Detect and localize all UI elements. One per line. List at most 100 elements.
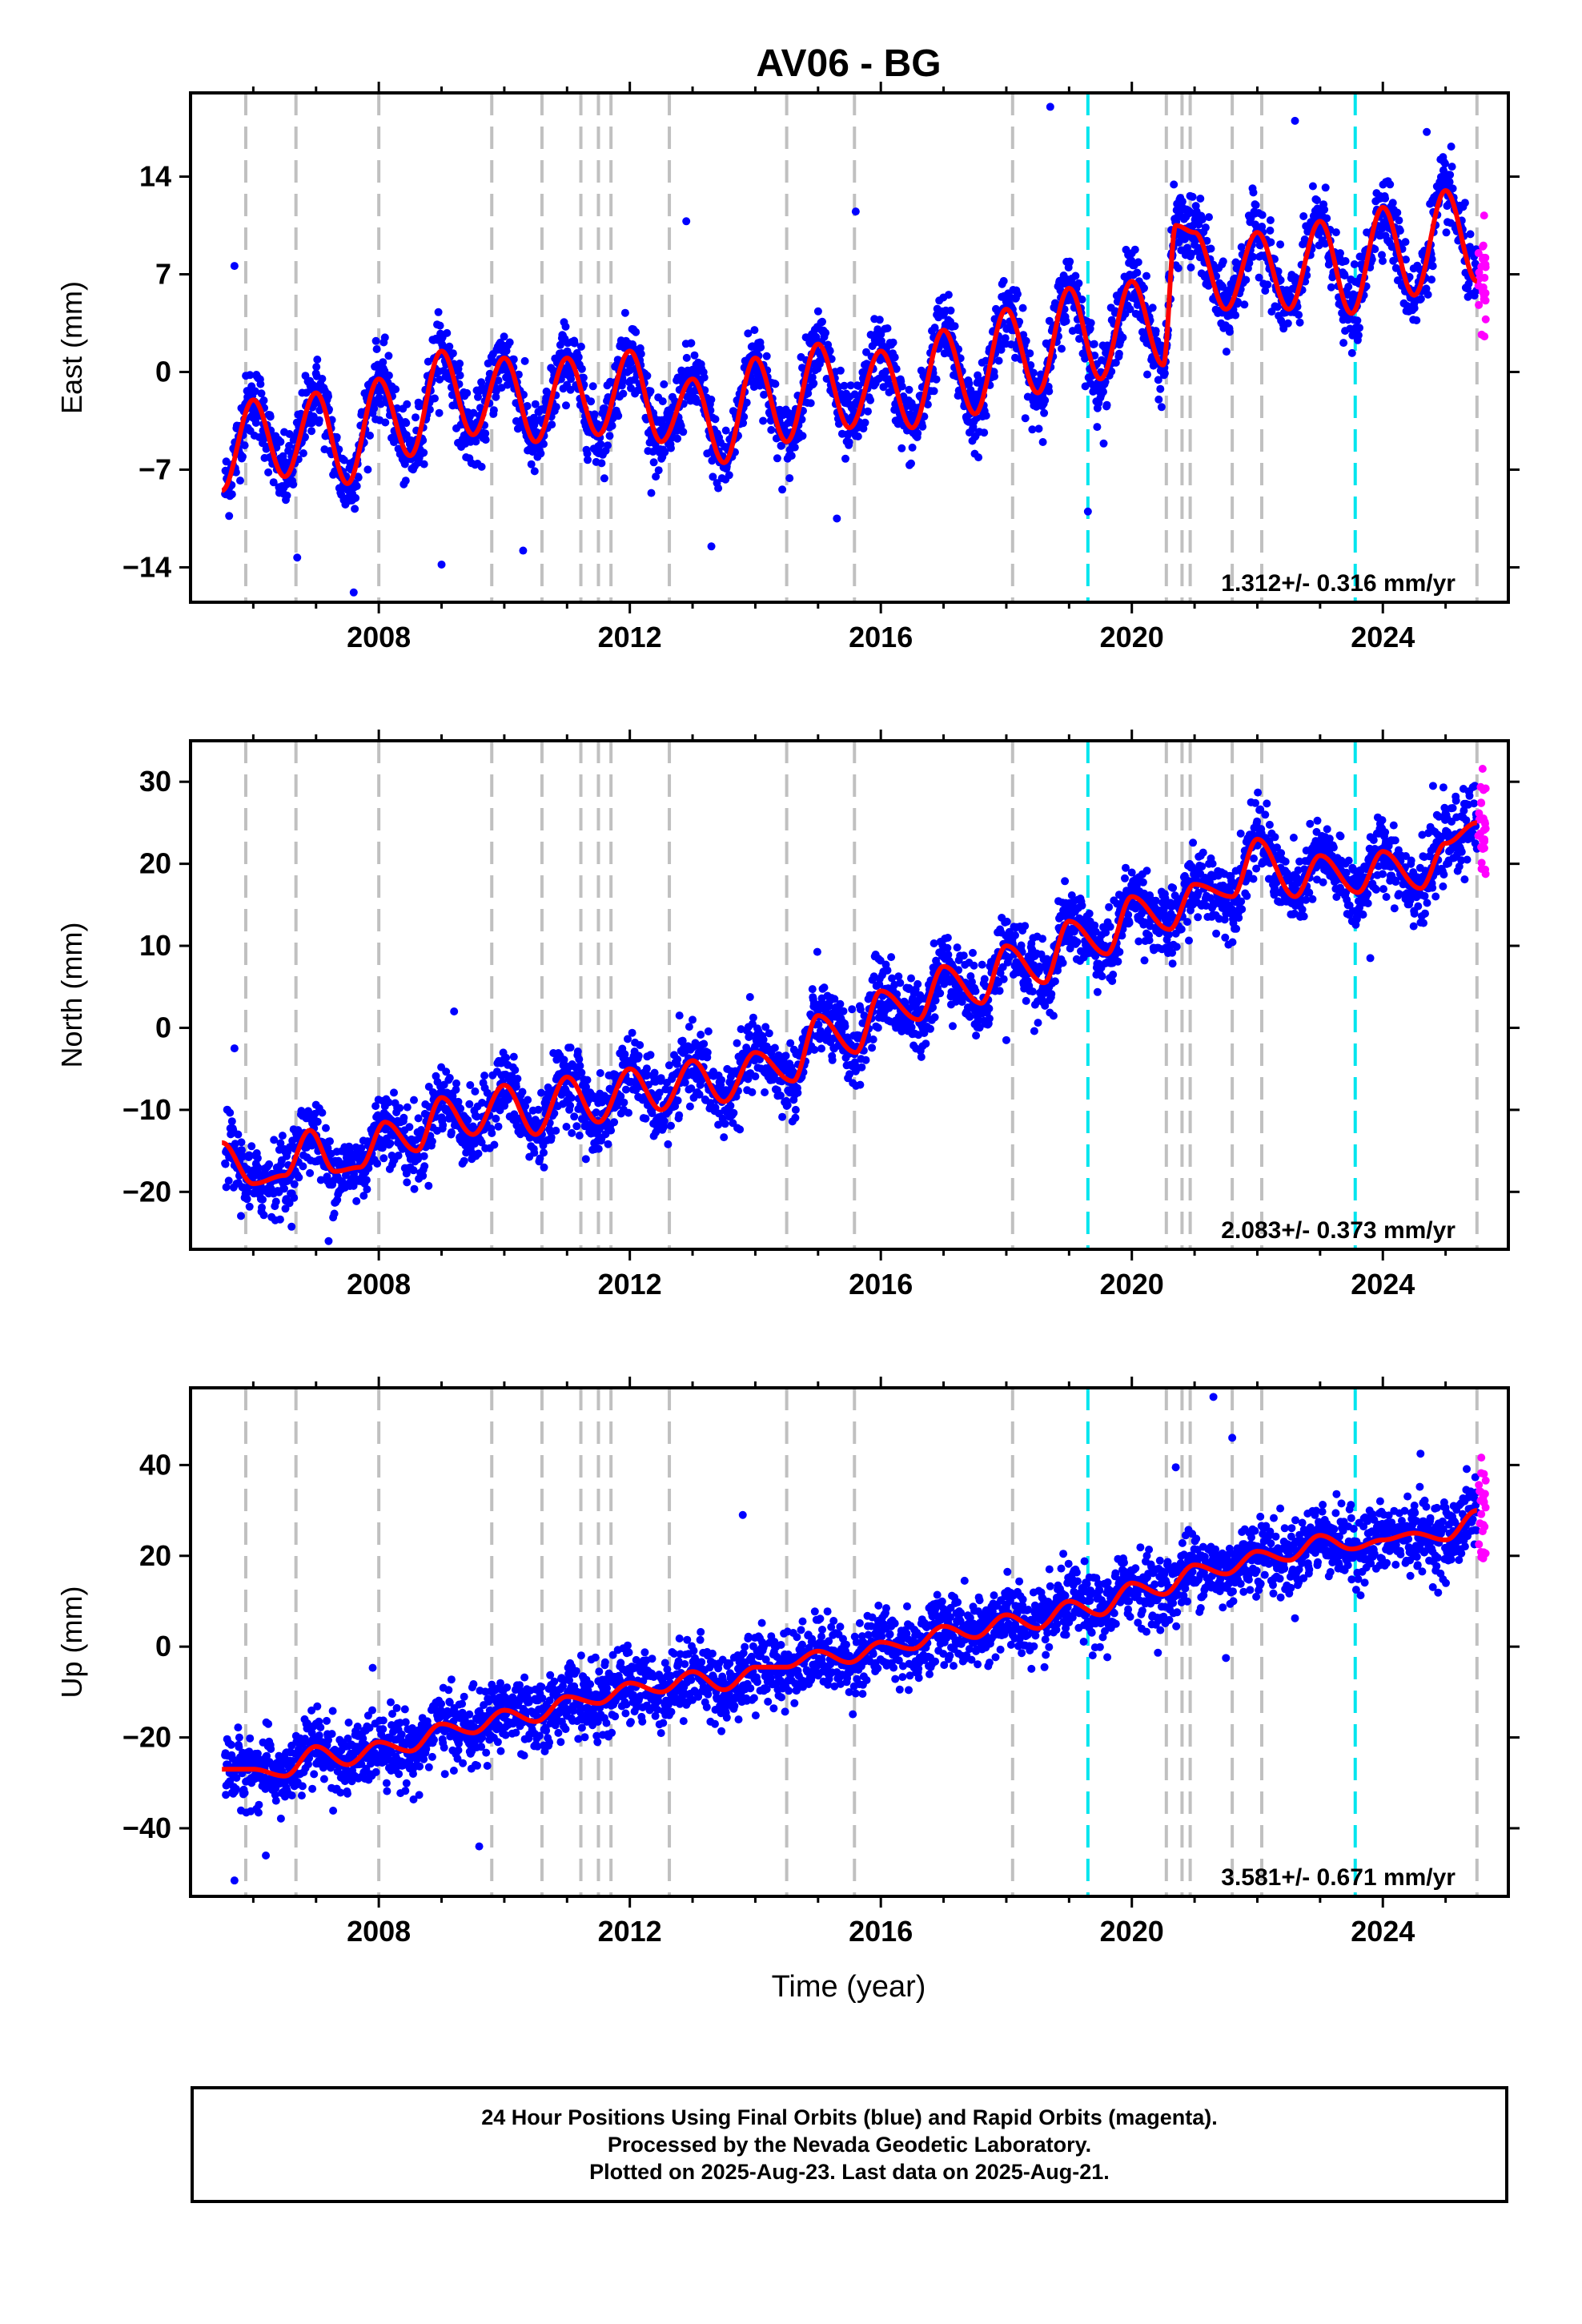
data-point — [717, 1076, 726, 1084]
data-point — [351, 505, 359, 513]
data-point — [474, 1149, 483, 1158]
data-point — [600, 474, 608, 483]
data-point — [1118, 333, 1127, 342]
data-point — [896, 979, 905, 987]
data-point — [950, 322, 959, 331]
data-point — [946, 306, 955, 315]
data-point — [636, 1041, 644, 1049]
data-point — [761, 1088, 769, 1096]
data-point — [436, 321, 444, 330]
data-point — [620, 308, 629, 317]
data-point — [1045, 387, 1054, 396]
outlier-point — [230, 262, 239, 271]
data-point — [980, 428, 989, 437]
data-point — [813, 947, 821, 956]
data-point — [492, 392, 500, 401]
data-point — [420, 1162, 429, 1171]
data-point — [594, 1144, 603, 1153]
data-point — [313, 1117, 322, 1126]
data-point — [283, 491, 291, 500]
data-point — [1018, 304, 1027, 312]
data-point — [1308, 182, 1317, 191]
data-point — [818, 317, 826, 326]
data-point — [1133, 268, 1142, 277]
data-point — [253, 1154, 262, 1163]
data-point — [1186, 263, 1195, 271]
data-point — [512, 1083, 520, 1092]
data-point — [380, 333, 389, 342]
data-point — [936, 989, 945, 998]
data-point — [256, 380, 265, 388]
data-point — [649, 458, 658, 467]
data-point — [1355, 324, 1363, 332]
data-point — [804, 389, 813, 398]
data-point — [643, 372, 652, 380]
data-point — [471, 1087, 480, 1096]
y-tick-label: 0 — [155, 355, 171, 388]
data-point — [259, 396, 268, 404]
data-point — [1040, 408, 1049, 417]
data-point — [575, 1132, 584, 1140]
data-point — [240, 441, 249, 450]
data-point — [403, 400, 412, 408]
data-point — [339, 456, 348, 464]
data-point — [394, 1152, 403, 1160]
data-point — [1099, 439, 1108, 448]
data-point — [907, 459, 915, 468]
data-point — [1393, 208, 1402, 217]
data-point — [1022, 336, 1030, 345]
data-point — [445, 1074, 454, 1082]
data-point — [1379, 256, 1387, 265]
outlier-point — [707, 542, 716, 551]
data-point — [536, 449, 545, 458]
data-point — [798, 364, 806, 372]
data-point — [689, 1015, 697, 1024]
data-point — [739, 419, 748, 428]
data-point — [1410, 304, 1419, 312]
outlier-point — [293, 553, 302, 562]
plot-area — [220, 741, 1490, 1249]
data-point — [944, 291, 953, 300]
data-point — [1142, 271, 1150, 280]
data-point — [913, 979, 922, 988]
data-point — [1231, 311, 1240, 320]
data-point — [494, 1122, 503, 1131]
data-point — [836, 999, 845, 1008]
data-point — [502, 1053, 511, 1062]
data-point — [560, 1055, 568, 1064]
data-point — [614, 412, 623, 420]
data-point — [1347, 348, 1356, 357]
data-point — [1099, 388, 1107, 396]
data-point — [1154, 395, 1163, 404]
data-point — [511, 1066, 520, 1075]
outlier-point — [682, 217, 691, 226]
data-point — [465, 1100, 474, 1108]
data-point — [1446, 171, 1455, 179]
data-point — [375, 393, 383, 402]
data-point — [869, 1035, 877, 1043]
outlier-point — [833, 514, 841, 523]
data-point — [658, 397, 667, 406]
data-point — [257, 389, 266, 398]
data-point — [990, 372, 998, 380]
data-point — [1266, 216, 1275, 224]
data-point — [836, 366, 845, 375]
data-point — [540, 1148, 548, 1157]
y-tick-label: −14 — [122, 550, 171, 583]
data-point — [1178, 197, 1186, 206]
data-point — [420, 1152, 428, 1160]
data-point — [307, 427, 316, 436]
data-point — [373, 1160, 382, 1168]
data-point — [572, 1122, 581, 1131]
data-point — [372, 345, 381, 353]
data-point — [736, 1125, 745, 1134]
data-point — [673, 1055, 682, 1063]
data-point — [1242, 275, 1251, 284]
data-point — [913, 429, 922, 437]
data-point — [271, 1197, 280, 1206]
data-point — [808, 985, 817, 994]
data-point — [258, 1203, 266, 1212]
data-point — [703, 1048, 712, 1057]
rapid-point — [1475, 300, 1484, 309]
